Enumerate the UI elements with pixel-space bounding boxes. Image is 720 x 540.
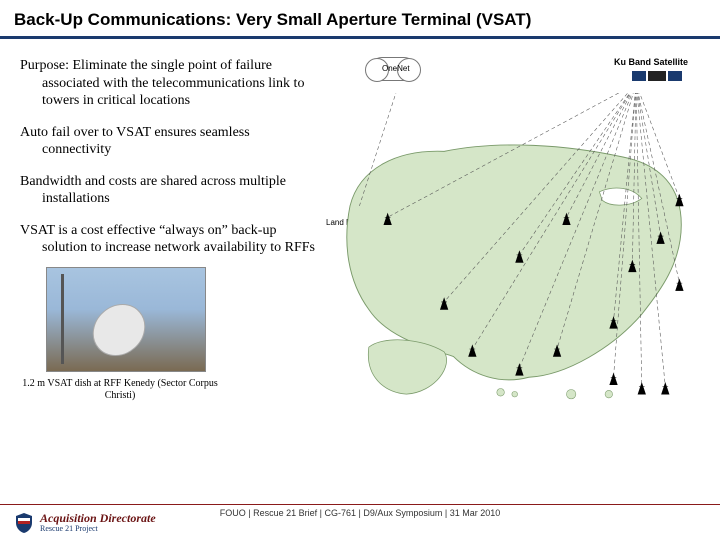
left-column: Purpose: Eliminate the single point of f… xyxy=(20,57,320,437)
title-bar: Back-Up Communications: Very Small Apert… xyxy=(0,0,720,39)
vsat-photo xyxy=(46,267,206,372)
content-area: Purpose: Eliminate the single point of f… xyxy=(0,39,720,437)
footer-org-sub: Rescue 21 Project xyxy=(40,524,156,533)
photo-caption: 1.2 m VSAT dish at RFF Kenedy (Sector Co… xyxy=(20,378,220,403)
footer-org-title: Acquisition Directorate xyxy=(40,512,156,524)
bullet-purpose: Purpose: Eliminate the single point of f… xyxy=(20,57,320,110)
usa-map xyxy=(320,93,700,413)
footer-bar: Acquisition Directorate Rescue 21 Projec… xyxy=(0,504,720,540)
bullet-failover: Auto fail over to VSAT ensures seamless … xyxy=(20,124,320,159)
shield-icon xyxy=(14,512,34,534)
bullet-bandwidth: Bandwidth and costs are shared across mu… xyxy=(20,173,320,208)
satellite-label: Ku Band Satellite xyxy=(614,57,688,67)
satellite-icon xyxy=(648,71,666,81)
bullet-cost: VSAT is a cost effective “always on” bac… xyxy=(20,222,320,257)
page-title: Back-Up Communications: Very Small Apert… xyxy=(14,10,706,30)
onenet-label: OneNet xyxy=(382,64,410,73)
right-column: OneNet Ku Band Satellite Land Earth Stat… xyxy=(320,57,706,437)
footer-org: Acquisition Directorate Rescue 21 Projec… xyxy=(40,512,156,533)
